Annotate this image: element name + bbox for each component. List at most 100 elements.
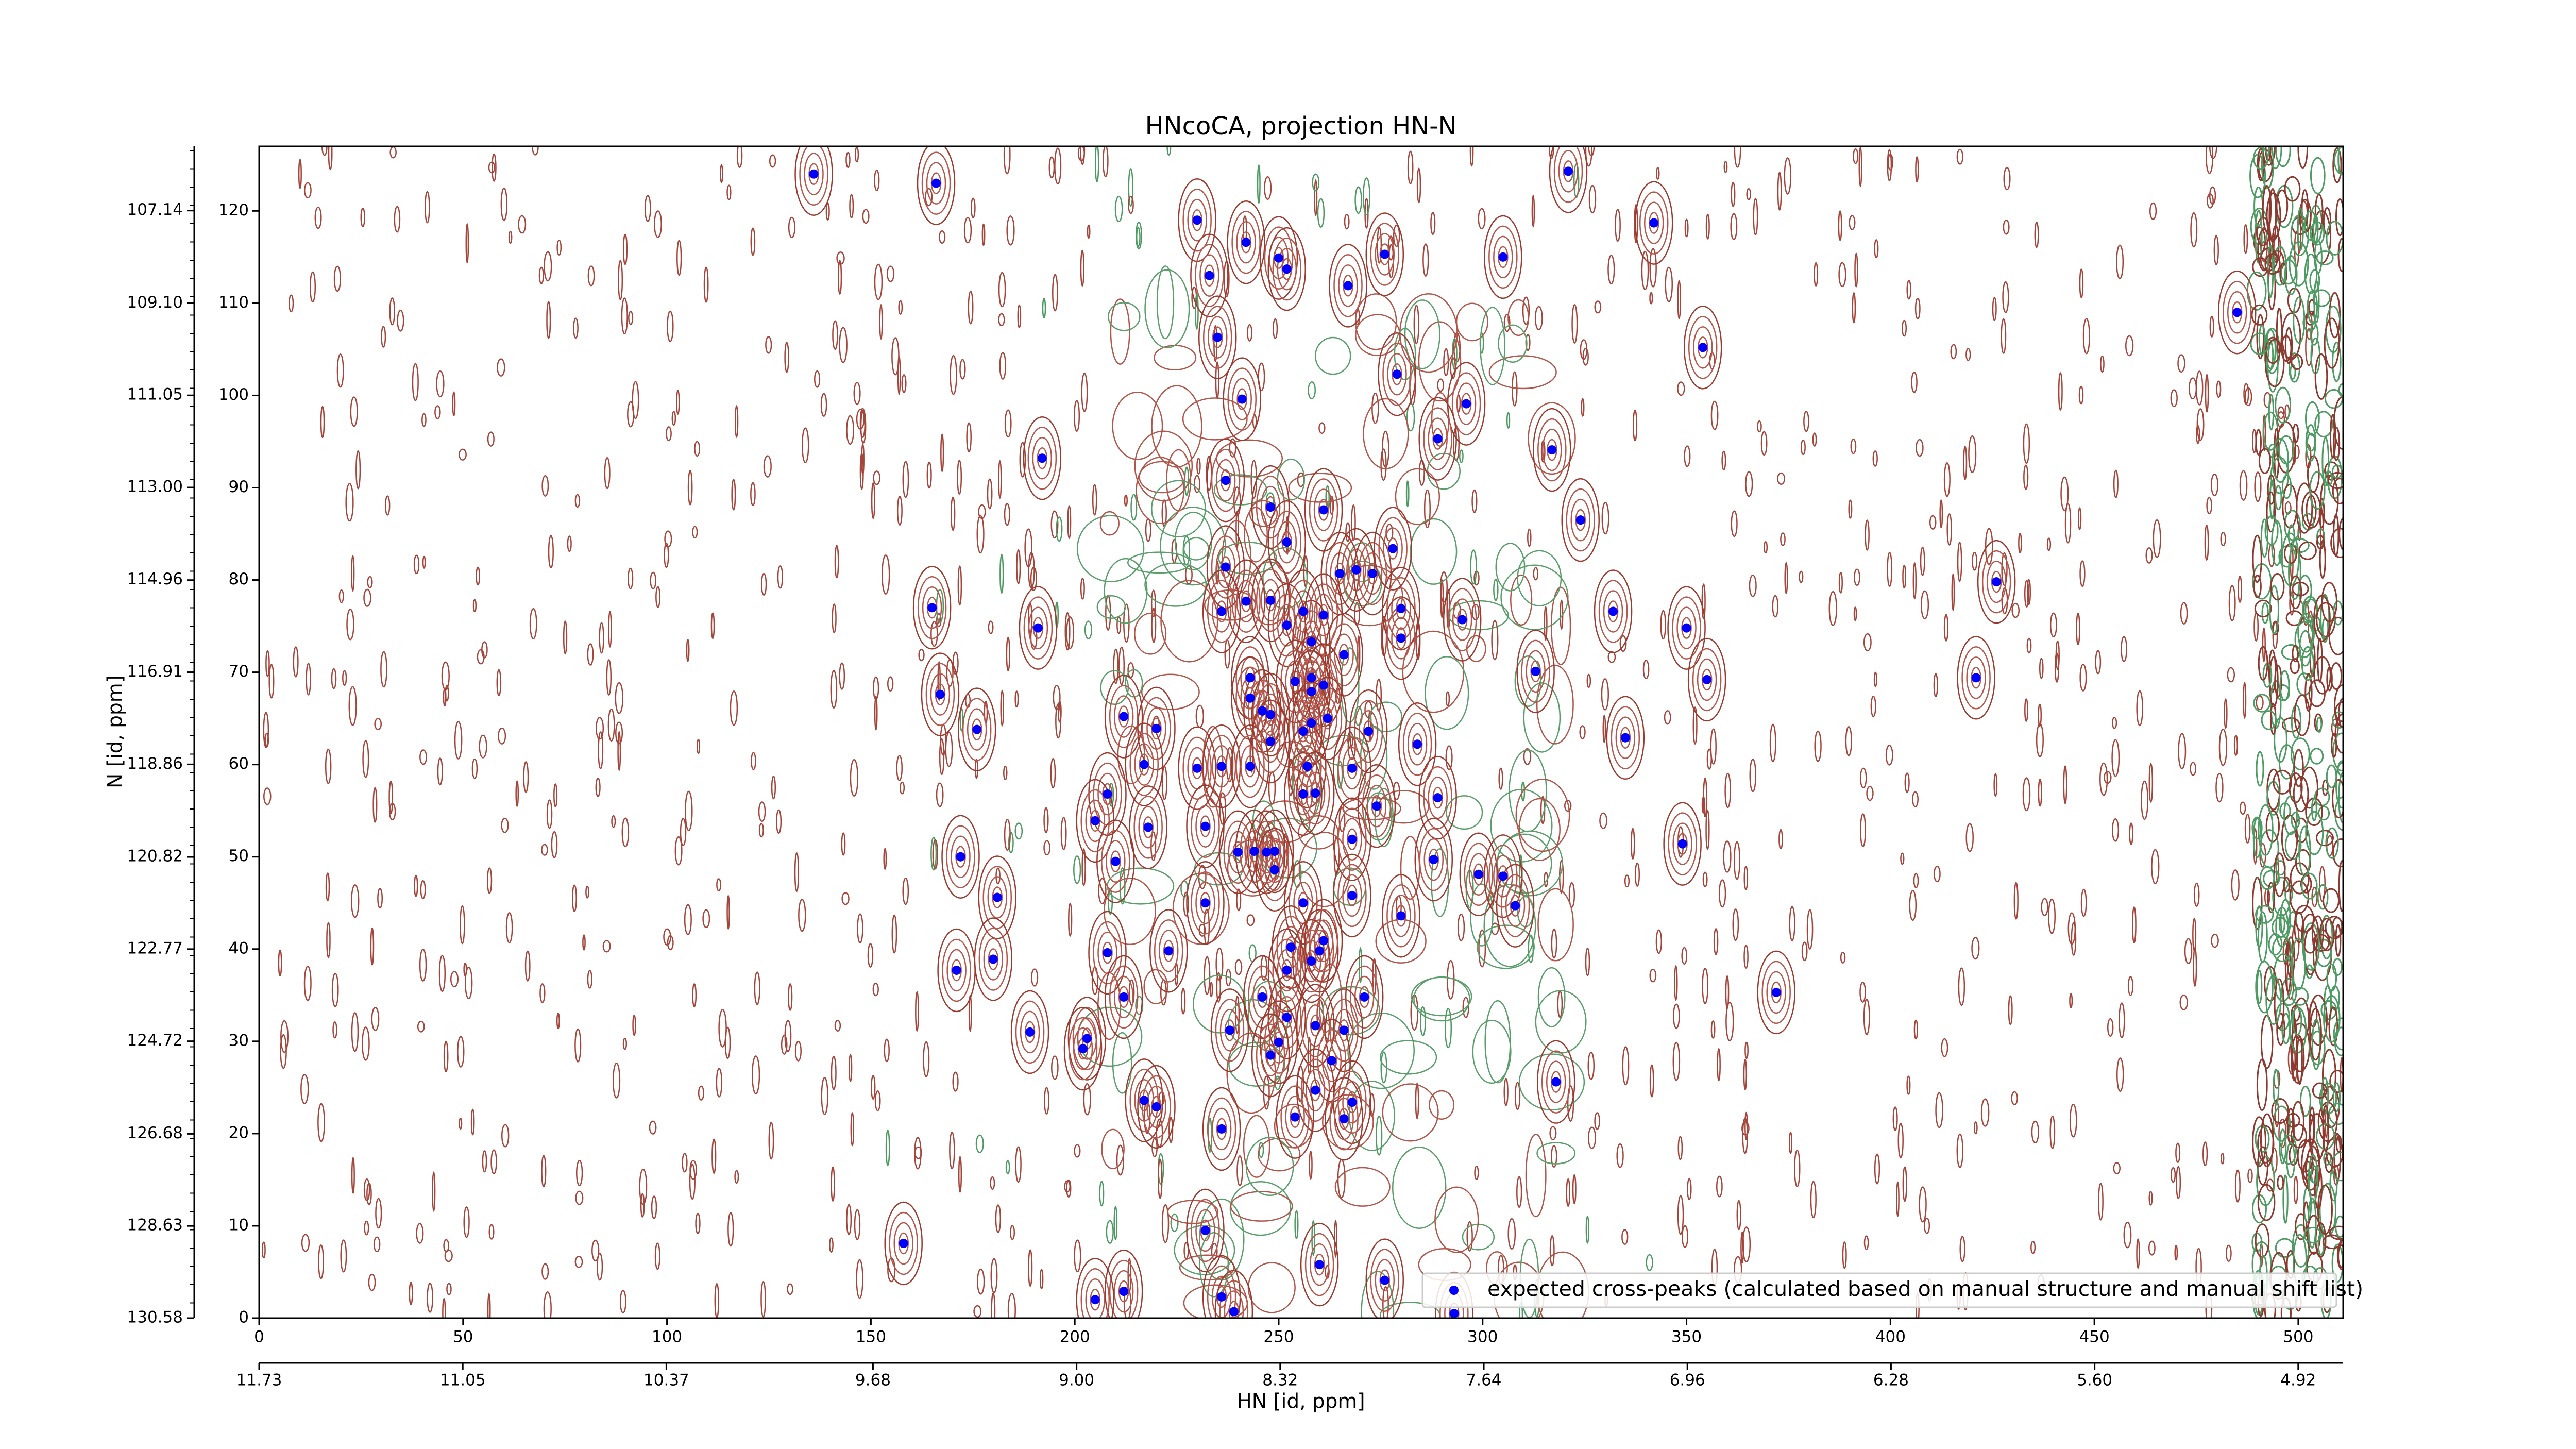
noise-contour (1622, 1046, 1630, 1086)
noise-contour (318, 1244, 325, 1279)
broad-contour (1429, 1090, 1455, 1120)
noise-contour (966, 422, 972, 453)
peak-contour (1561, 478, 1600, 562)
peak-contour (1085, 799, 1105, 843)
noise-contour (1874, 239, 1879, 259)
noise-contour (1060, 817, 1067, 850)
noise-contour (1050, 757, 1056, 789)
noise-contour (1066, 616, 1075, 649)
cross-peak (1245, 673, 1255, 683)
noise-contour (2095, 650, 2102, 675)
noise-contour (1224, 639, 1231, 669)
broad-contour (1117, 725, 1145, 785)
peak-contour (1296, 984, 1335, 1068)
edge-contour (2308, 1154, 2318, 1204)
noise-contour (1080, 249, 1084, 287)
peak-contour (1080, 1268, 1110, 1318)
noise-contour (1263, 1075, 1270, 1110)
peak-contour (1251, 699, 1290, 784)
edge-contour (2261, 602, 2269, 624)
noise-contour (1753, 198, 1758, 235)
peak-contour (1285, 1096, 1305, 1138)
cross-peak (1388, 544, 1398, 553)
noise-contour (2224, 698, 2228, 729)
peak-contour (1251, 558, 1290, 643)
noise-contour (1474, 1165, 1479, 1180)
peak-contour (1259, 1000, 1298, 1084)
peak-contour (1333, 797, 1371, 881)
noise-contour (720, 164, 723, 183)
edge-contour (2305, 1145, 2320, 1197)
noise-contour (1803, 411, 1809, 432)
noise-contour (1219, 792, 1227, 825)
noise-contour (925, 188, 933, 207)
noise-contour (1778, 829, 1783, 850)
peak-contour (1300, 994, 1330, 1057)
noise-contour (1924, 1217, 1930, 1234)
noise-contour (2209, 315, 2214, 338)
noise-contour (952, 651, 959, 675)
contour-layer (261, 146, 2343, 1318)
noise-contour (2210, 473, 2219, 496)
cross-peak (1347, 890, 1357, 900)
edge-contour (2325, 1153, 2333, 1173)
noise-contour (2049, 1115, 2056, 1149)
noise-contour (1363, 177, 1370, 215)
peak-contour (1256, 1023, 1285, 1087)
peak-contour (1366, 784, 1387, 828)
edge-contour (2329, 1069, 2343, 1093)
noise-contour (2234, 1169, 2241, 1203)
noise-contour (1721, 450, 1726, 471)
cross-peak (1266, 595, 1276, 605)
noise-contour (1906, 1075, 1911, 1095)
noise-contour (1258, 362, 1265, 391)
y-tick-label: 20 (229, 1123, 249, 1142)
noise-contour (1043, 840, 1051, 856)
noise-contour (301, 1234, 310, 1252)
noise-contour (2121, 636, 2127, 662)
noise-contour (787, 1283, 793, 1295)
peak-contour (1088, 911, 1127, 995)
peak-contour (1761, 961, 1791, 1024)
broad-contour (1101, 1128, 1125, 1170)
noise-contour (2196, 408, 2205, 441)
peak-contour (1027, 426, 1057, 490)
peak-contour (921, 151, 951, 215)
noise-contour (268, 664, 275, 699)
edge-contour (2338, 517, 2343, 551)
noise-contour (482, 1150, 487, 1173)
edge-contour (2275, 146, 2291, 167)
broad-contour (1226, 1032, 1276, 1114)
noise-contour (425, 191, 430, 224)
cross-peak (1119, 992, 1129, 1002)
peak-contour (1284, 861, 1323, 945)
edge-contour (2318, 805, 2330, 821)
noise-contour (1909, 890, 1917, 921)
noise-contour (2111, 739, 2120, 777)
noise-contour (981, 223, 986, 246)
noise-contour (891, 337, 900, 376)
broad-contour (1525, 1134, 1547, 1218)
noise-contour (1209, 982, 1213, 998)
peak-contour (1342, 874, 1362, 917)
noise-contour (326, 922, 331, 958)
peak-contour (1639, 191, 1669, 255)
noise-contour (2082, 318, 2090, 355)
noise-contour (487, 1293, 491, 1318)
noise-contour (1094, 146, 1099, 182)
noise-contour (587, 265, 595, 287)
cross-peak (1347, 763, 1357, 773)
noise-contour (1705, 810, 1710, 850)
noise-contour (388, 780, 394, 814)
noise-contour (362, 740, 369, 778)
noise-contour (692, 983, 697, 1007)
noise-contour (1935, 1092, 1943, 1128)
noise-contour (607, 709, 615, 742)
noise-contour (2193, 883, 2200, 907)
noise-contour (885, 1130, 890, 1166)
noise-contour (2078, 507, 2082, 530)
noise-contour (784, 1020, 792, 1052)
noise-contour (1067, 505, 1072, 539)
cross-peak (1111, 856, 1121, 866)
edge-contour (2329, 1167, 2338, 1202)
